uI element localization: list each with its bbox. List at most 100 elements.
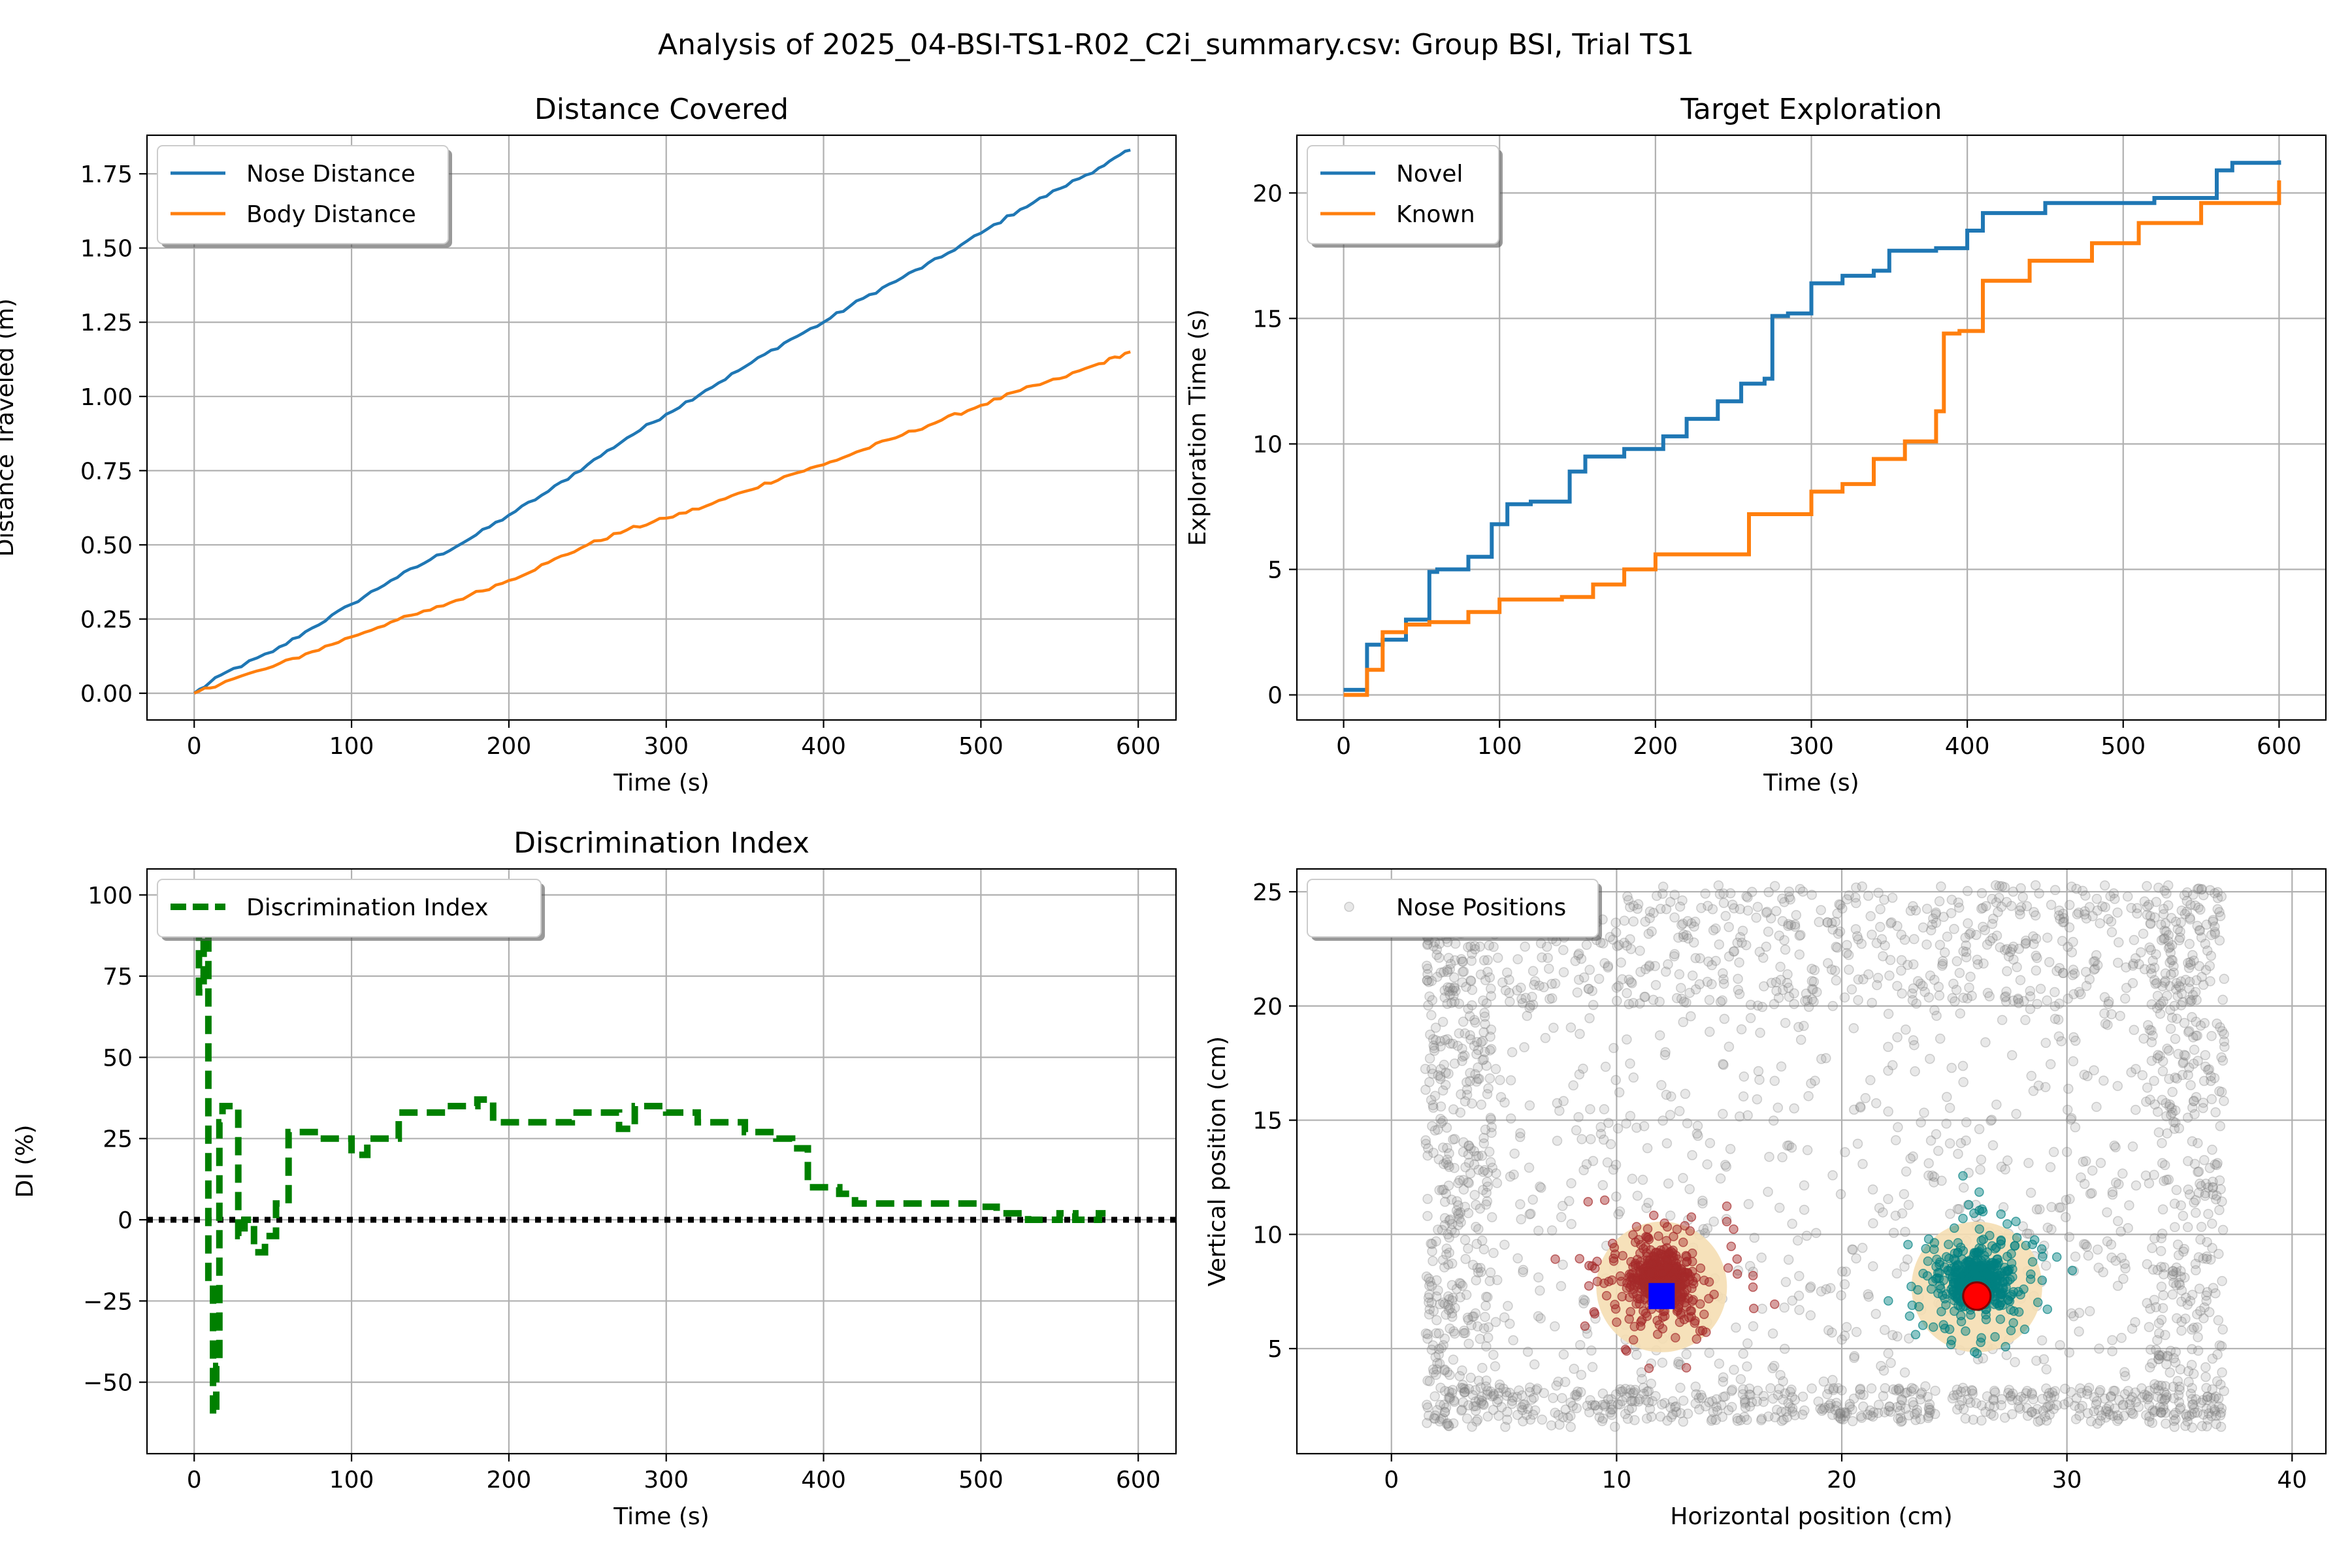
nose-position-point: [1471, 1200, 1481, 1210]
nose-position-point: [1484, 1276, 1495, 1286]
nose-position-point: [1620, 1409, 1631, 1420]
nose-position-point: [1597, 1180, 1609, 1190]
nose-position-point: [1720, 911, 1731, 921]
nose-position-point: [1835, 1189, 1846, 1200]
nose-position-point: [1482, 1411, 1494, 1422]
nose-position-point: [1835, 1413, 1846, 1424]
nose-position-point: [2037, 1394, 2048, 1404]
nose-position-point: [1858, 974, 1869, 985]
target-exploration-point: [1929, 1238, 1940, 1248]
nose-position-point: [2110, 894, 2120, 904]
nose-position-point: [1696, 903, 1707, 913]
nose-position-point: [1879, 894, 1889, 905]
target-exploration-point: [1647, 1260, 1657, 1269]
nose-position-point: [1436, 1118, 1446, 1128]
target-exploration-point: [1601, 1290, 1612, 1301]
nose-position-point: [1665, 1210, 1676, 1221]
nose-position-point: [2158, 1269, 2169, 1280]
nose-position-point: [1479, 1007, 1490, 1019]
nose-position-point: [1901, 1166, 1912, 1177]
nose-position-point: [1452, 1040, 1463, 1051]
nose-position-point: [2217, 1224, 2229, 1235]
nose-position-point: [1492, 1178, 1503, 1188]
nose-position-point: [1533, 1272, 1544, 1282]
target-exploration-point: [1977, 1204, 1987, 1214]
nose-position-point: [1495, 1092, 1507, 1102]
nose-position-point: [1704, 994, 1715, 1005]
nose-position-point: [1964, 929, 1975, 939]
nose-position-point: [2211, 1418, 2221, 1429]
nose-position-point: [1797, 1409, 1808, 1420]
nose-position-point: [2041, 1415, 2052, 1426]
nose-position-point: [1666, 1091, 1676, 1102]
x-tick-label: 20: [1827, 1467, 1857, 1494]
nose-position-point: [1896, 955, 1907, 966]
nose-position-point: [2104, 1401, 2114, 1412]
nose-position-point: [1566, 1178, 1576, 1188]
nose-position-point: [1476, 1037, 1486, 1048]
nose-position-point: [2179, 890, 2190, 901]
nose-position-point: [2159, 933, 2170, 943]
y-tick-label: 50: [103, 1045, 133, 1071]
nose-position-point: [2155, 1246, 2166, 1256]
nose-position-point: [1757, 1002, 1768, 1013]
nose-position-point: [2179, 1049, 2189, 1060]
nose-position-point: [1802, 1145, 1813, 1156]
nose-position-point: [1716, 1399, 1727, 1411]
nose-position-point: [1955, 1386, 1967, 1397]
nose-position-point: [2096, 1410, 2107, 1421]
nose-position-point: [1803, 1090, 1814, 1102]
nose-position-point: [2021, 935, 2031, 946]
nose-position-point: [1643, 1198, 1654, 1208]
nose-position-point: [1892, 1032, 1903, 1043]
nose-position-point: [1873, 887, 1884, 898]
nose-position-point: [1446, 998, 1457, 1008]
nose-position-point: [2149, 962, 2160, 973]
nose-position-point: [1953, 1149, 1963, 1159]
target-exploration-point: [1680, 1288, 1690, 1298]
nose-position-point: [1778, 1414, 1789, 1425]
nose-position-point: [1661, 1138, 1673, 1149]
nose-position-point: [1878, 1390, 1889, 1401]
target-exploration-point: [1732, 1269, 1742, 1279]
nose-position-point: [1471, 1239, 1482, 1249]
nose-position-point: [1678, 1017, 1689, 1028]
nose-position-point: [1527, 966, 1539, 977]
nose-position-point: [1487, 1162, 1498, 1173]
nose-position-point: [1855, 1102, 1866, 1112]
target-exploration-point: [1884, 1296, 1893, 1306]
nose-position-point: [1557, 1393, 1567, 1403]
nose-position-point: [2210, 1159, 2221, 1170]
nose-position-point: [2203, 1209, 2213, 1219]
nose-position-point: [2080, 1156, 2091, 1166]
nose-position-point: [1822, 917, 1833, 928]
nose-position-point: [1439, 1386, 1450, 1396]
nose-position-point: [2081, 981, 2092, 991]
nose-position-point: [1427, 995, 1438, 1005]
nose-position-point: [2182, 1416, 2193, 1427]
nose-position-point: [1543, 953, 1553, 963]
nose-position-point: [1580, 1296, 1590, 1306]
nose-position-point: [1723, 1405, 1734, 1416]
nose-position-point: [1587, 1399, 1597, 1411]
nose-position-point: [2180, 909, 2191, 919]
nose-position-point: [1753, 1066, 1764, 1077]
nose-position-point: [1825, 1282, 1836, 1294]
novel-object-marker: [1962, 1281, 1992, 1311]
nose-position-point: [1578, 1063, 1588, 1074]
nose-position-point: [2168, 1277, 2179, 1288]
nose-position-point: [1463, 1338, 1474, 1349]
nose-position-point: [2170, 1357, 2181, 1368]
nose-position-point: [1676, 983, 1686, 993]
nose-position-point: [2003, 951, 2014, 962]
nose-position-point: [1486, 990, 1497, 1002]
nose-position-point: [2014, 905, 2025, 916]
y-tick-label: 0.25: [80, 607, 133, 634]
nose-position-point: [2068, 936, 2078, 947]
nose-position-point: [2152, 1106, 2163, 1117]
nose-position-point: [1874, 1203, 1885, 1213]
nose-position-point: [1450, 986, 1461, 996]
nose-position-point: [1989, 1385, 2000, 1396]
nose-position-point: [2031, 1356, 2042, 1366]
target-exploration-point: [2038, 1252, 2048, 1262]
